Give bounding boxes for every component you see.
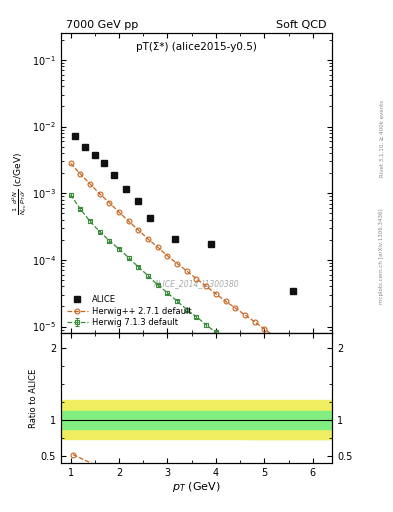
Herwig++ 2.7.1 default xyxy=(204,283,209,289)
Herwig++ 2.7.1 default xyxy=(155,244,160,250)
Herwig++ 2.7.1 default xyxy=(146,236,151,242)
Herwig++ 2.7.1 default xyxy=(233,305,238,311)
ALICE xyxy=(83,144,88,150)
Herwig++ 2.7.1 default xyxy=(223,298,228,304)
Text: mcplots.cern.ch [arXiv:1306.3436]: mcplots.cern.ch [arXiv:1306.3436] xyxy=(380,208,384,304)
Herwig++ 2.7.1 default xyxy=(320,367,325,373)
Line: ALICE: ALICE xyxy=(72,132,297,294)
Herwig++ 2.7.1 default xyxy=(97,190,102,197)
Text: 7000 GeV pp: 7000 GeV pp xyxy=(66,19,139,30)
Herwig++ 2.7.1 default xyxy=(310,360,315,367)
Herwig++ 2.7.1 default xyxy=(78,171,83,177)
ALICE xyxy=(148,215,153,221)
Herwig++ 2.7.1 default xyxy=(194,276,199,282)
Herwig++ 2.7.1 default xyxy=(117,209,121,215)
X-axis label: $p_T$ (GeV): $p_T$ (GeV) xyxy=(172,480,221,494)
Y-axis label: Ratio to ALICE: Ratio to ALICE xyxy=(29,369,38,428)
Herwig++ 2.7.1 default xyxy=(68,160,73,166)
Y-axis label: $\frac{1}{N_{ev}} \frac{d^2N}{p_{T_d}y}$ (c/GeV): $\frac{1}{N_{ev}} \frac{d^2N}{p_{T_d}y}$… xyxy=(11,152,29,215)
ALICE xyxy=(291,288,296,294)
Herwig++ 2.7.1 default xyxy=(252,318,257,325)
ALICE xyxy=(112,172,117,178)
Herwig++ 2.7.1 default xyxy=(88,181,92,187)
Herwig++ 2.7.1 default xyxy=(136,227,141,233)
Herwig++ 2.7.1 default xyxy=(281,340,286,346)
ALICE xyxy=(92,152,97,158)
ALICE xyxy=(209,241,213,247)
Herwig++ 2.7.1 default xyxy=(184,268,189,274)
Text: pT(Σ*) (alice2015-y0.5): pT(Σ*) (alice2015-y0.5) xyxy=(136,42,257,52)
Herwig++ 2.7.1 default xyxy=(213,291,218,297)
Herwig++ 2.7.1 default xyxy=(126,218,131,224)
Herwig++ 2.7.1 default xyxy=(175,261,180,267)
ALICE xyxy=(102,160,107,166)
Legend: ALICE, Herwig++ 2.7.1 default, Herwig 7.1.3 default: ALICE, Herwig++ 2.7.1 default, Herwig 7.… xyxy=(64,293,194,330)
Herwig++ 2.7.1 default xyxy=(272,333,276,339)
ALICE xyxy=(136,198,141,204)
ALICE xyxy=(73,133,78,139)
Line: Herwig++ 2.7.1 default: Herwig++ 2.7.1 default xyxy=(68,161,325,373)
Herwig++ 2.7.1 default xyxy=(291,347,296,353)
Text: Rivet 3.1.10, ≥ 400k events: Rivet 3.1.10, ≥ 400k events xyxy=(380,100,384,177)
ALICE xyxy=(173,236,177,242)
Text: ALICE_2014_I1300380: ALICE_2014_I1300380 xyxy=(154,279,239,288)
Herwig++ 2.7.1 default xyxy=(262,326,266,332)
Herwig++ 2.7.1 default xyxy=(165,253,170,259)
Herwig++ 2.7.1 default xyxy=(242,312,247,318)
Herwig++ 2.7.1 default xyxy=(301,353,305,359)
ALICE xyxy=(124,186,129,192)
Text: Soft QCD: Soft QCD xyxy=(276,19,327,30)
Herwig++ 2.7.1 default xyxy=(107,200,112,206)
